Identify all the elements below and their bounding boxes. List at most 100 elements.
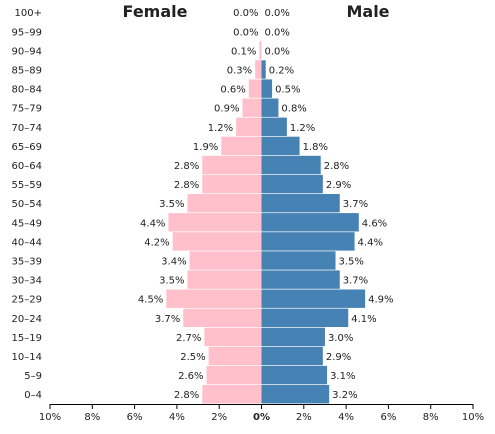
male-value-label: 0.5%: [275, 85, 300, 96]
female-value-label: 0.9%: [214, 104, 239, 115]
male-value-label: 1.8%: [303, 142, 328, 153]
x-tick-label: 6%: [380, 412, 396, 423]
female-bar: [168, 213, 262, 232]
male-value-label: 0.2%: [269, 66, 294, 77]
female-value-label: 4.2%: [144, 237, 169, 248]
female-title: Female: [123, 2, 188, 21]
female-value-label: 3.7%: [155, 314, 180, 325]
age-group-label: 90–94: [12, 46, 42, 57]
female-bar: [206, 365, 262, 385]
female-bar: [187, 194, 262, 213]
x-tick-label: 10%: [39, 412, 61, 423]
age-group-label: 85–89: [12, 66, 42, 77]
male-bar: [261, 385, 330, 404]
male-bar: [261, 213, 359, 232]
age-group-label: 55–59: [12, 180, 42, 191]
male-bar: [261, 308, 349, 327]
male-value-label: 4.6%: [362, 218, 387, 229]
male-value-label: 0.0%: [265, 8, 290, 19]
male-bar: [261, 346, 323, 366]
male-value-label: 2.9%: [326, 352, 351, 363]
male-bar: [261, 117, 287, 136]
female-value-label: 2.5%: [180, 352, 205, 363]
female-bar: [202, 155, 262, 175]
x-tick-label: 2%: [296, 412, 312, 423]
male-value-label: 0.0%: [265, 46, 290, 57]
bars-group: [166, 41, 366, 404]
male-value-label: 4.9%: [368, 295, 393, 306]
female-value-label: 2.8%: [174, 180, 199, 191]
male-bar: [261, 327, 325, 347]
value-labels-group: 0.0% 0.0% 0.0% 0.0% 0.1% 0.0% 0.3% 0.2% 0.6% 0.5%…: [138, 8, 394, 401]
female-bar: [221, 136, 262, 156]
female-value-label: 2.8%: [174, 161, 199, 172]
female-value-label: 4.4%: [140, 218, 165, 229]
female-value-label: 1.2%: [208, 123, 233, 134]
x-tick-label: 8%: [423, 412, 439, 423]
x-ticks-group: 10% 8% 6% 4% 2% 0% 2% 4% 6% 8% 10%: [39, 404, 484, 423]
age-group-label: 80–84: [12, 85, 42, 96]
female-bar: [172, 232, 262, 251]
male-value-label: 2.9%: [326, 180, 351, 191]
x-tick-label: 4%: [169, 412, 185, 423]
x-tick-label: 8%: [84, 412, 100, 423]
female-value-label: 0.6%: [220, 85, 245, 96]
male-bar: [261, 289, 366, 308]
male-title: Male: [346, 2, 389, 21]
male-value-label: 3.7%: [343, 276, 368, 287]
male-bar: [261, 194, 340, 213]
male-value-label: 0.8%: [281, 104, 306, 115]
female-bar: [202, 174, 262, 194]
male-value-label: 2.8%: [324, 161, 349, 172]
female-value-label: 1.9%: [193, 142, 218, 153]
age-group-label: 35–39: [12, 257, 42, 268]
male-bar: [261, 365, 328, 385]
age-group-label: 65–69: [12, 142, 42, 153]
female-bar: [187, 270, 262, 289]
male-bar: [261, 79, 273, 98]
female-value-label: 0.1%: [231, 46, 256, 57]
female-value-label: 3.4%: [161, 257, 186, 268]
age-group-label: 5–9: [24, 371, 42, 382]
age-group-label: 50–54: [12, 199, 42, 210]
male-bar: [261, 251, 336, 270]
age-group-label: 75–79: [12, 104, 42, 115]
age-group-label: 60–64: [12, 161, 42, 172]
x-tick-label: 2%: [211, 412, 227, 423]
age-group-label: 100+: [15, 8, 42, 19]
age-group-label: 45–49: [12, 218, 42, 229]
age-group-label: 0–4: [24, 390, 42, 401]
male-value-label: 1.2%: [290, 123, 315, 134]
female-value-label: 0.0%: [233, 27, 258, 38]
female-value-label: 2.8%: [174, 390, 199, 401]
male-bar: [261, 270, 340, 289]
female-bar: [208, 346, 262, 366]
x-tick-label: 4%: [338, 412, 354, 423]
age-group-label: 40–44: [12, 237, 42, 248]
female-bar: [255, 60, 262, 79]
female-bar: [204, 327, 262, 347]
male-bar: [261, 232, 355, 251]
age-group-label: 95–99: [12, 27, 42, 38]
male-value-label: 3.7%: [343, 199, 368, 210]
female-value-label: 0.3%: [227, 66, 252, 77]
male-value-label: 3.2%: [332, 390, 357, 401]
female-bar: [189, 251, 262, 270]
male-bar: [261, 60, 266, 79]
female-bar: [202, 385, 262, 404]
age-labels-group: 100+ 95–99 90–94 85–89 80–84 75–79 70–74 65–69 6…: [12, 8, 42, 401]
x-tick-label: 0%: [253, 412, 270, 423]
male-bar: [261, 136, 300, 156]
x-tick-label: 6%: [127, 412, 143, 423]
male-bar: [261, 174, 323, 194]
male-value-label: 3.5%: [339, 257, 364, 268]
female-value-label: 4.5%: [138, 295, 163, 306]
age-group-label: 15–19: [12, 333, 42, 344]
male-value-label: 3.1%: [330, 371, 355, 382]
female-value-label: 2.7%: [176, 333, 201, 344]
male-bar: [261, 98, 279, 117]
female-value-label: 3.5%: [159, 199, 184, 210]
age-group-label: 30–34: [12, 276, 42, 287]
female-value-label: 0.0%: [233, 8, 258, 19]
